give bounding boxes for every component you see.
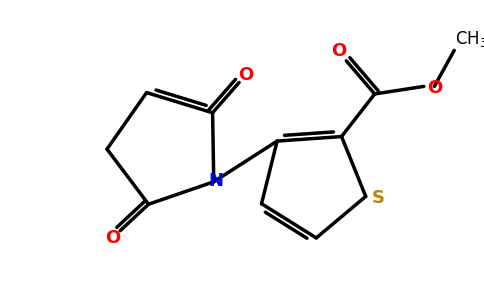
Text: O: O [238, 66, 253, 84]
Text: O: O [427, 79, 442, 97]
Text: CH$_3$: CH$_3$ [455, 29, 484, 49]
Text: O: O [105, 229, 120, 247]
Text: S: S [372, 189, 384, 207]
Text: N: N [208, 172, 223, 190]
Text: O: O [331, 42, 347, 60]
